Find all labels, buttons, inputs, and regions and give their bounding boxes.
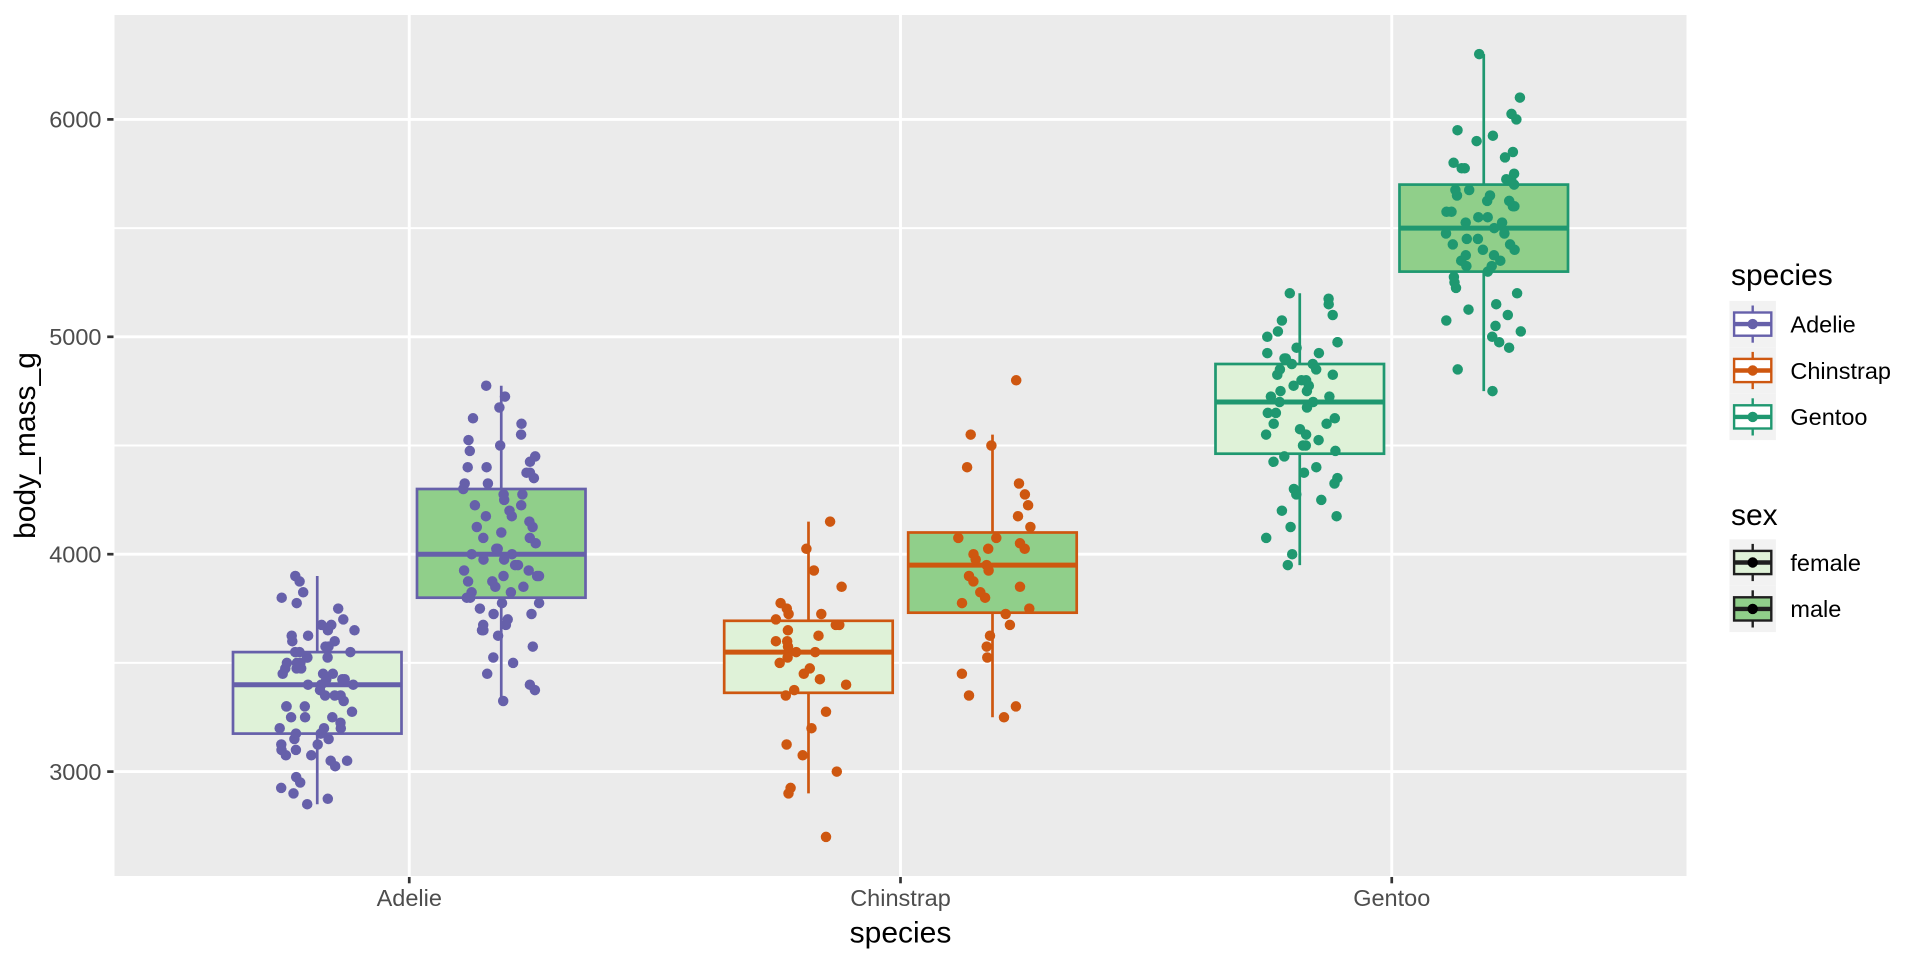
svg-text:3000: 3000 [49, 759, 101, 785]
svg-text:species: species [850, 917, 952, 950]
svg-text:male: male [1790, 596, 1841, 622]
svg-text:female: female [1790, 550, 1861, 576]
svg-text:Gentoo: Gentoo [1790, 404, 1867, 430]
svg-text:6000: 6000 [49, 107, 101, 133]
svg-text:Gentoo: Gentoo [1353, 885, 1430, 911]
svg-text:4000: 4000 [49, 542, 101, 568]
svg-text:Chinstrap: Chinstrap [1790, 358, 1891, 384]
svg-text:Adelie: Adelie [1790, 311, 1855, 337]
svg-text:body_mass_g: body_mass_g [9, 352, 42, 539]
svg-text:Chinstrap: Chinstrap [850, 885, 951, 911]
svg-text:species: species [1731, 259, 1833, 292]
svg-text:Adelie: Adelie [377, 885, 442, 911]
svg-text:5000: 5000 [49, 324, 101, 350]
svg-text:sex: sex [1731, 499, 1778, 532]
